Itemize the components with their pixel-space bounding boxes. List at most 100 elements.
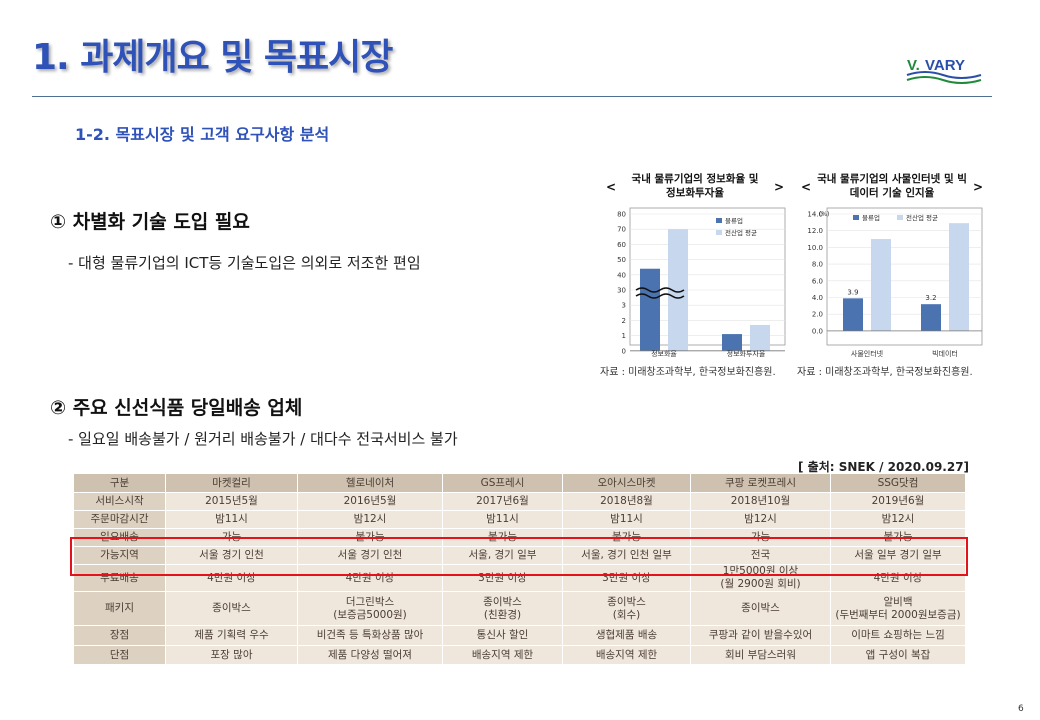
svg-text:V.: V. bbox=[907, 57, 920, 74]
y-tick-label: 60 bbox=[617, 241, 626, 249]
section2-description: - 일요일 배송불가 / 원거리 배송불가 / 대다수 전국서비스 불가 bbox=[68, 430, 458, 448]
y-tick-label: 3 bbox=[622, 302, 626, 310]
x-tick-label: 사물인터넷 bbox=[851, 349, 884, 358]
page-number: 6 bbox=[1018, 704, 1024, 714]
table-row: 주문마감시간 밤11시 밤12시 밤11시 밤11시 밤12시 밤12시 bbox=[73, 510, 966, 529]
table-header-cell: 쿠팡 로켓프레시 bbox=[690, 473, 831, 493]
section1-heading: ① 차별화 기술 도입 필요 bbox=[50, 211, 250, 233]
axis-break-mark bbox=[635, 293, 685, 299]
legend-label: 전산업 평균 bbox=[906, 213, 938, 222]
y-tick-label: 2 bbox=[622, 317, 626, 325]
table-row: 서비스시작 2015년5월 2016년5월 2017년6월 2018년8월 2018년10… bbox=[73, 492, 966, 511]
delivery-company-table: 구분 마켓컬리 헬로네이처 GS프레시 오아시스마켓 쿠팡 로켓프레시 SSG닷컴 서비스시작… bbox=[73, 473, 966, 665]
table-source: [ 출처: SNEK / 2020.09.27] bbox=[798, 460, 970, 474]
table-cell: 배송지역 제한 bbox=[442, 645, 563, 665]
table-cell: 1만5000원 이상 (월 2900원 회비) bbox=[690, 564, 831, 592]
table-cell: 생협제품 배송 bbox=[562, 625, 691, 646]
bar-0-0 bbox=[640, 268, 660, 351]
bar-1-1 bbox=[750, 324, 770, 351]
y-tick-label: 8.0 bbox=[812, 261, 823, 269]
chart2-next-arrow: > bbox=[972, 180, 983, 194]
table-header-row: 구분 마켓컬리 헬로네이처 GS프레시 오아시스마켓 쿠팡 로켓프레시 SSG닷컴 bbox=[73, 473, 966, 493]
y-tick-label: 80 bbox=[617, 211, 626, 219]
legend-swatch bbox=[716, 230, 722, 235]
table-row: 단점 포장 많아 제품 다양성 떨어져 배송지역 제한 배송지역 제한 회비 부담스러워 앱… bbox=[73, 645, 966, 665]
svg-text:VARY: VARY bbox=[925, 57, 965, 74]
table-cell: 서울, 경기 일부 bbox=[442, 546, 563, 565]
chart-2: < 국내 물류기업의 사물인터넷 및 빅데이터 기술 인지율 > 14.0 12.… bbox=[797, 168, 987, 378]
bar-1-0 bbox=[722, 334, 742, 351]
table-cell: 이마트 쇼핑하는 느낌 bbox=[830, 625, 966, 646]
table-row: 장점 제품 기획력 우수 비건족 등 특화상품 많아 통신사 할인 생협제품 배송 쿠팡과… bbox=[73, 625, 966, 646]
bar-0-1 bbox=[871, 239, 891, 331]
table-cell: 제품 다양성 떨어져 bbox=[297, 645, 443, 665]
legend-label: 물류업 bbox=[862, 214, 880, 222]
y-tick-label: 50 bbox=[617, 256, 626, 264]
y-tick-label: 1 bbox=[622, 332, 626, 340]
table-cell: 밤11시 bbox=[562, 510, 691, 529]
chart1-next-arrow: > bbox=[773, 180, 784, 194]
table-cell: 종이박스 bbox=[165, 591, 298, 626]
table-cell: 밤12시 bbox=[297, 510, 443, 529]
table-cell: 종이박스 bbox=[690, 591, 831, 626]
table-cell: 4만원 이상 bbox=[297, 564, 443, 592]
y-tick-label: 14.0 bbox=[807, 211, 823, 219]
y-tick-label: 10.0 bbox=[807, 244, 823, 252]
y-tick-label: 4.0 bbox=[812, 294, 823, 302]
table-cell: 밤11시 bbox=[442, 510, 563, 529]
table-cell: 2016년5월 bbox=[297, 492, 443, 511]
table-header-cell: GS프레시 bbox=[442, 473, 563, 493]
y-tick-label: 0.0 bbox=[812, 327, 823, 335]
table-row-label: 주문마감시간 bbox=[73, 510, 166, 529]
legend-label: 전산업 평균 bbox=[725, 228, 757, 237]
y-tick-label: 70 bbox=[617, 226, 626, 234]
chart1-source: 자료 : 미래창조과학부, 한국정보화진흥원. bbox=[600, 367, 776, 378]
table-header-cell: 헬로네이처 bbox=[297, 473, 443, 493]
chart1-prev-arrow: < bbox=[606, 180, 617, 194]
table-cell: 서울 경기 인천 bbox=[165, 546, 298, 565]
chart2-title: 국내 물류기업의 사물인터넷 및 빅데이터 기술 인지율 bbox=[817, 173, 967, 199]
table-cell: 비건족 등 특화상품 많아 bbox=[297, 625, 443, 646]
table-cell: 밤12시 bbox=[690, 510, 831, 529]
legend-swatch bbox=[853, 215, 859, 220]
y-tick-label: 2.0 bbox=[812, 311, 823, 319]
table-row-label: 서비스시작 bbox=[73, 492, 166, 511]
legend-swatch bbox=[897, 215, 903, 220]
legend-swatch bbox=[716, 218, 722, 223]
table-cell: 앱 구성이 복잡 bbox=[830, 645, 966, 665]
y-tick-label: 0 bbox=[622, 347, 626, 355]
x-tick-label: 정보화율 bbox=[651, 349, 677, 358]
table-cell: 2018년8월 bbox=[562, 492, 691, 511]
highlight-box bbox=[70, 537, 968, 576]
table-row-label: 패키지 bbox=[73, 591, 166, 626]
chart2-prev-arrow: < bbox=[801, 180, 812, 194]
table-cell: 회비 부담스러워 bbox=[690, 645, 831, 665]
bar-1-1 bbox=[949, 223, 969, 331]
table-cell: 2019년6월 bbox=[830, 492, 966, 511]
section-subtitle: 1-2. 목표시장 및 고객 요구사항 분석 bbox=[75, 125, 330, 144]
y-tick-label: 12.0 bbox=[807, 227, 823, 235]
table-row-label: 장점 bbox=[73, 625, 166, 646]
table-cell: 서울 경기 인천 bbox=[297, 546, 443, 565]
data-label: 3.9 bbox=[847, 288, 858, 296]
table-header-cell: 구분 bbox=[73, 473, 166, 493]
section1-description: - 대형 물류기업의 ICT등 기술도입은 의외로 저조한 편임 bbox=[68, 254, 421, 272]
legend-label: 물류업 bbox=[725, 217, 743, 225]
table-cell: 제품 기획력 우수 bbox=[165, 625, 298, 646]
table-cell: 밤12시 bbox=[830, 510, 966, 529]
table-header-cell: SSG닷컴 bbox=[830, 473, 966, 493]
table-cell: 포장 많아 bbox=[165, 645, 298, 665]
table-cell: 종이박스 (회수) bbox=[562, 591, 691, 626]
table-cell: 종이박스 (친환경) bbox=[442, 591, 563, 626]
table-cell: 통신사 할인 bbox=[442, 625, 563, 646]
table-cell: 2018년10월 bbox=[690, 492, 831, 511]
table-cell: 3만원 이상 bbox=[562, 564, 691, 592]
table-row-label: 단점 bbox=[73, 645, 166, 665]
chart1-title: 국내 물류기업의 정보화율 및 정보화투자율 bbox=[631, 173, 759, 199]
title-divider bbox=[32, 96, 992, 97]
table-cell: 더그린박스 (보증금5000원) bbox=[297, 591, 443, 626]
table-cell: 쿠팡과 같이 받을수있어 bbox=[690, 625, 831, 646]
y-tick-label: 30 bbox=[617, 287, 626, 295]
table-cell: 2017년6월 bbox=[442, 492, 563, 511]
